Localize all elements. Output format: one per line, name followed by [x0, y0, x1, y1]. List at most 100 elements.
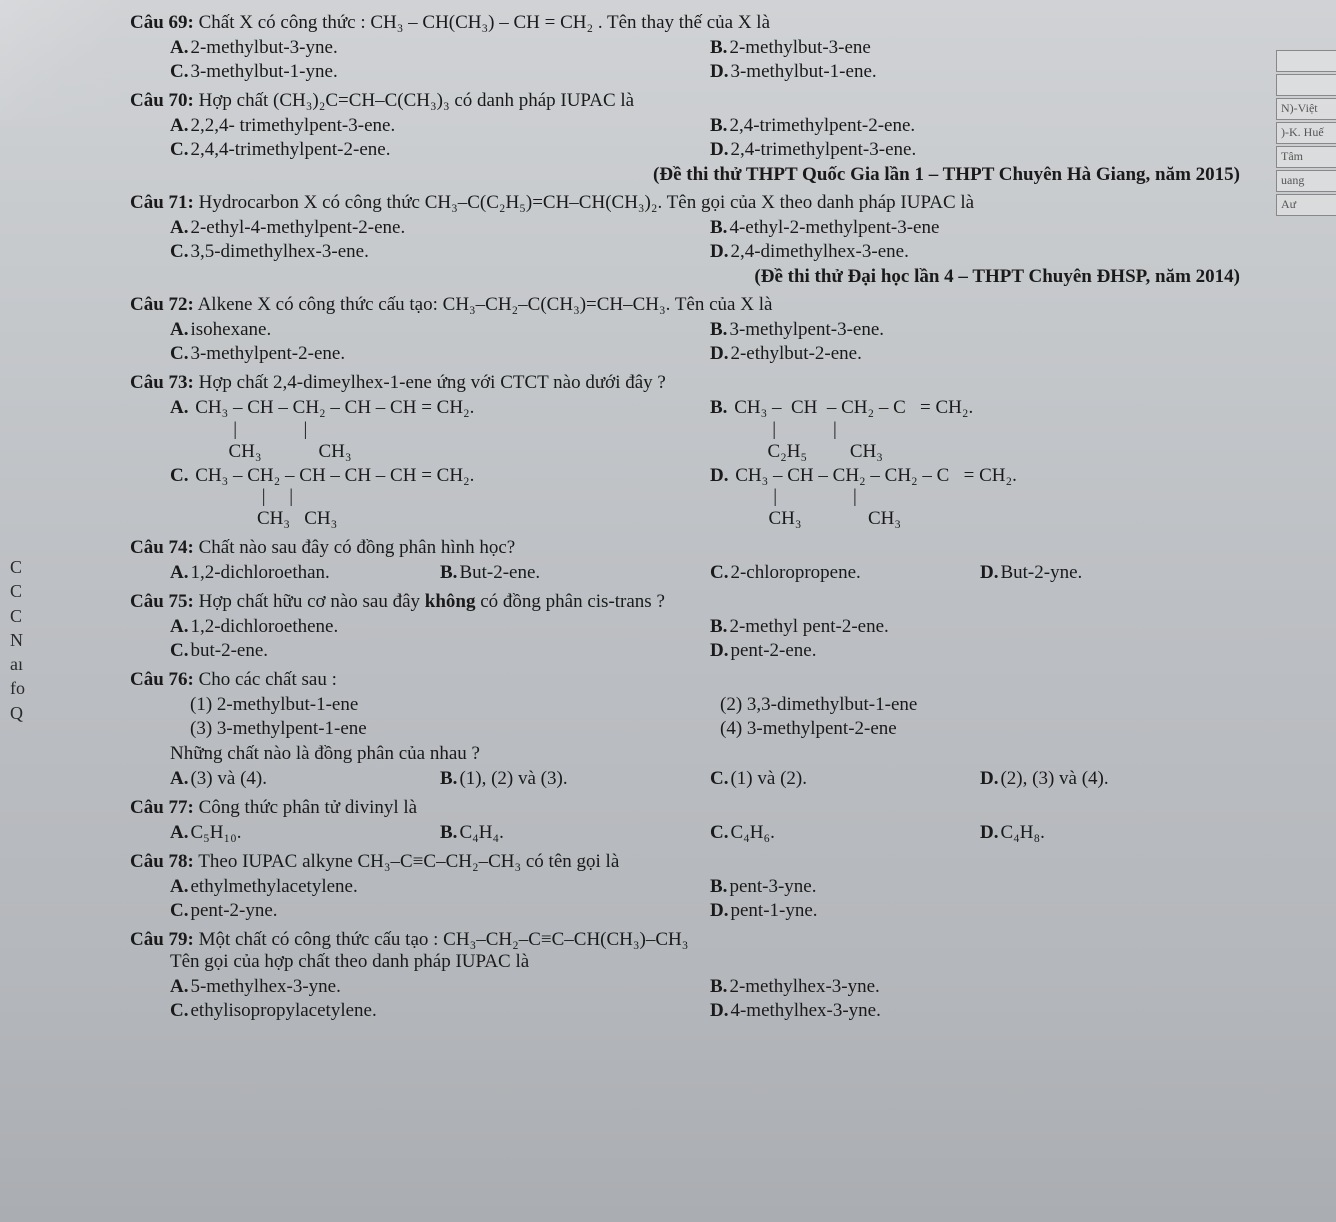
tab: )-K. Huế — [1276, 122, 1336, 144]
opt-text: ethylmethylacetylene. — [190, 876, 357, 897]
opt-text: 4-methylhex-3-yne. — [730, 1000, 880, 1021]
opt-text: C₄H₄. — [459, 822, 503, 843]
question-title: Câu 70: — [130, 90, 194, 111]
opt-text: But-2-yne. — [1000, 562, 1082, 583]
opt-text: 2,4-trimethylpent-3-ene. — [730, 139, 916, 160]
structure-c: CH₃ – CH₂ – CH – CH – CH = CH₂. | | CH₃ … — [195, 465, 474, 531]
option-d: D.2-ethylbut-2-ene. — [710, 342, 1250, 366]
question-text: Hydrocarbon X có công thức CH₃–C(C₂H₅)=C… — [199, 192, 975, 213]
opt-text: 1,2-dichloroethene. — [190, 616, 338, 637]
option-d: D.3-methylbut-1-ene. — [710, 60, 1250, 84]
opt-text: 2-methylbut-3-ene — [729, 37, 870, 58]
opt-text: pent-2-yne. — [190, 900, 277, 921]
option-b: B.C₄H₄. — [440, 821, 710, 845]
opt-text: 2,2,4- trimethylpent-3-ene. — [190, 115, 395, 136]
opt-text: 2-ethylbut-2-ene. — [730, 343, 861, 364]
option-a: A. CH₃ – CH – CH₂ – CH – CH = CH₂. | | C… — [170, 396, 710, 464]
question-text: Chất nào sau đây có đồng phân hình học? — [199, 537, 516, 558]
structure-d: CH₃ – CH – CH₂ – CH₂ – C = CH₂. | | CH₃ … — [735, 465, 1017, 531]
tab: N)-Việt — [1276, 98, 1336, 120]
options: A.isohexane. B.3-methylpent-3-ene. C.3-m… — [170, 318, 1250, 366]
question-title: Câu 71: — [130, 192, 194, 213]
option-d: D.2,4-dimethylhex-3-ene. — [710, 240, 1250, 264]
opt-text: 1,2-dichloroethan. — [190, 562, 329, 583]
option-d: D.4-methylhex-3-yne. — [710, 999, 1250, 1023]
question-79: Câu 79: Một chất có công thức cấu tạo : … — [130, 929, 1250, 1023]
options: A.C₅H₁₀. B.C₄H₄. C.C₄H₆. D.C₄H₈. — [170, 821, 1250, 845]
question-73: Câu 73: Hợp chất 2,4-dimeylhex-1-ene ứng… — [130, 372, 1250, 531]
tab — [1276, 74, 1336, 96]
option-a: A.1,2-dichloroethan. — [170, 561, 440, 585]
question-title: Câu 69: — [130, 12, 194, 33]
item-1: (1) 2-methylbut-1-ene — [190, 693, 720, 717]
page-root: C C C N aı fo Q N)-Việt )-K. Huế Tâm uan… — [0, 0, 1336, 1222]
question-title: Câu 75: — [130, 591, 194, 612]
left-margin-fragment: C C C N aı fo Q — [10, 555, 32, 725]
question-78: Câu 78: Theo IUPAC alkyne CH₃–C≡C–CH₂–CH… — [130, 851, 1250, 923]
option-d: D.But-2-yne. — [980, 561, 1250, 585]
options: A. CH₃ – CH – CH₂ – CH – CH = CH₂. | | C… — [170, 396, 1250, 531]
opt-text: C₄H₈. — [1000, 822, 1044, 843]
question-text: Alkene X có công thức cấu tạo: CH₃–CH₂–C… — [198, 294, 773, 315]
option-c: C.pent-2-yne. — [170, 899, 710, 923]
question-74: Câu 74: Chất nào sau đây có đồng phân hì… — [130, 537, 1250, 585]
option-d: D.pent-2-ene. — [710, 639, 1250, 663]
question-text: Hợp chất (CH₃)₂C=CH–C(CH₃)₃ có danh pháp… — [199, 90, 635, 111]
structure-b: CH₃ – CH – CH₂ – C = CH₂. | | C₂H₅ CH₃ — [734, 397, 973, 463]
question-title: Câu 74: — [130, 537, 194, 558]
bold-word: không — [425, 591, 476, 612]
option-b: B.But-2-ene. — [440, 561, 710, 585]
question-title: Câu 77: — [130, 797, 194, 818]
option-b: B.4-ethyl-2-methylpent-3-ene — [710, 216, 1250, 240]
option-a: A.C₅H₁₀. — [170, 821, 440, 845]
option-a: A.2-methylbut-3-yne. — [170, 36, 710, 60]
option-c: C.3-methylpent-2-ene. — [170, 342, 710, 366]
question-72: Câu 72: Alkene X có công thức cấu tạo: C… — [130, 294, 1250, 366]
question-70: Câu 70: Hợp chất (CH₃)₂C=CH–C(CH₃)₃ có d… — [130, 90, 1250, 186]
opt-text: but-2-ene. — [190, 640, 268, 661]
options: A.5-methylhex-3-yne. B.2-methylhex-3-yne… — [170, 975, 1250, 1023]
option-a: A.2-ethyl-4-methylpent-2-ene. — [170, 216, 710, 240]
opt-text: C₅H₁₀. — [190, 822, 241, 843]
opt-text: 2-methyl pent-2-ene. — [729, 616, 888, 637]
tab: uang — [1276, 170, 1336, 192]
opt-text: 4-ethyl-2-methylpent-3-ene — [729, 217, 939, 238]
opt-text: (2), (3) và (4). — [1000, 768, 1108, 789]
frag: N — [10, 628, 32, 652]
option-a: A.isohexane. — [170, 318, 710, 342]
options: A.2-ethyl-4-methylpent-2-ene. B.4-ethyl-… — [170, 216, 1250, 264]
option-b: B.(1), (2) và (3). — [440, 767, 710, 791]
option-c: C.3,5-dimethylhex-3-ene. — [170, 240, 710, 264]
compound-list: (1) 2-methylbut-1-ene (2) 3,3-dimethylbu… — [190, 693, 1250, 741]
question-69: Câu 69: Chất X có công thức : CH₃ – CH(C… — [130, 12, 1250, 84]
opt-text: 3,5-dimethylhex-3-ene. — [190, 241, 368, 262]
question-text: Hợp chất 2,4-dimeylhex-1-ene ứng với CTC… — [199, 372, 666, 393]
option-a: A.5-methylhex-3-yne. — [170, 975, 710, 999]
option-d: D.C₄H₈. — [980, 821, 1250, 845]
opt-text: (1), (2) và (3). — [459, 768, 567, 789]
opt-text: 2-methylhex-3-yne. — [729, 976, 879, 997]
exam-sheet: Câu 69: Chất X có công thức : CH₃ – CH(C… — [30, 0, 1270, 1222]
options: A.ethylmethylacetylene. B.pent-3-yne. C.… — [170, 875, 1250, 923]
option-d: D.2,4-trimethylpent-3-ene. — [710, 138, 1250, 162]
option-d: D.(2), (3) và (4). — [980, 767, 1250, 791]
tab: Tâm — [1276, 146, 1336, 168]
option-c: C. CH₃ – CH₂ – CH – CH – CH = CH₂. | | C… — [170, 464, 710, 532]
option-b: B.pent-3-yne. — [710, 875, 1250, 899]
opt-text: 3-methylpent-3-ene. — [729, 319, 884, 340]
frag: fo — [10, 676, 32, 700]
opt-text: (1) và (2). — [730, 768, 807, 789]
option-c: C.ethylisopropylacetylene. — [170, 999, 710, 1023]
option-b: B. CH₃ – CH – CH₂ – C = CH₂. | | C₂H₅ CH… — [710, 396, 1250, 464]
option-b: B.2-methylbut-3-ene — [710, 36, 1250, 60]
opt-text: isohexane. — [190, 319, 271, 340]
option-b: B.3-methylpent-3-ene. — [710, 318, 1250, 342]
options: A.2-methylbut-3-yne. B.2-methylbut-3-ene… — [170, 36, 1250, 84]
question-title: Câu 79: — [130, 929, 194, 950]
opt-text: (3) và (4). — [190, 768, 267, 789]
option-c: C.but-2-ene. — [170, 639, 710, 663]
opt-text: pent-3-yne. — [729, 876, 816, 897]
options: A.1,2-dichloroethan. B.But-2-ene. C.2-ch… — [170, 561, 1250, 585]
option-d: D.pent-1-yne. — [710, 899, 1250, 923]
question-text: Hợp chất hữu cơ nào sau đây không có đồn… — [199, 591, 665, 612]
